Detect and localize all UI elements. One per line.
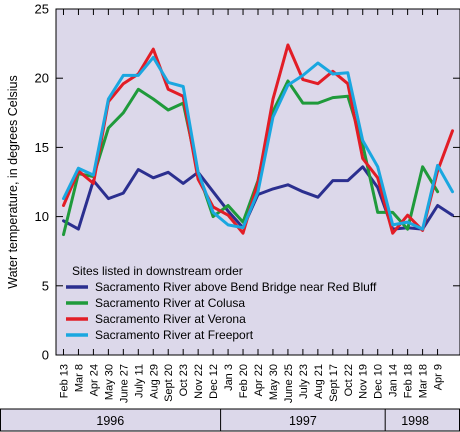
x-tick-label-9: Nov 22 <box>193 364 205 399</box>
x-tick-label-0: Feb 13 <box>58 364 70 398</box>
x-tick-label-1: Mar 8 <box>73 364 85 392</box>
y-axis-label: Water temperature, in degrees Celsius <box>6 75 20 289</box>
legend-title: Sites listed in downstream order <box>72 264 243 278</box>
year-bar: 1996 1997 1998 <box>0 408 460 432</box>
x-tick-label-14: May 30 <box>268 364 280 400</box>
x-tick-label-25: Apr 9 <box>433 364 445 390</box>
year-bar-background <box>0 408 460 432</box>
x-tick-label-24: Mar 18 <box>418 364 430 398</box>
x-tick-label-3: May 30 <box>103 364 115 400</box>
y-tick-label-0: 0 <box>42 348 49 363</box>
y-tick-label-5: 25 <box>35 2 49 17</box>
x-tick-label-15: June 25 <box>283 364 295 403</box>
x-tick-label-7: Sept 20 <box>163 364 175 402</box>
series-line-3 <box>62 55 454 231</box>
legend-entry-0: Sacramento River above Bend Bridge near … <box>95 280 377 294</box>
series-line-1 <box>62 79 440 237</box>
x-tick-label-8: Oct 23 <box>178 364 190 396</box>
x-tick-label-13: Apr 22 <box>253 364 265 396</box>
year-label-0: 1996 <box>96 414 124 428</box>
x-tick-label-2: Apr 24 <box>88 364 100 396</box>
legend-entry-1: Sacramento River at Colusa <box>95 296 245 310</box>
x-tick-label-18: Sept 17 <box>328 364 340 402</box>
y-tick-label-2: 10 <box>35 209 49 224</box>
x-tick-label-23: Feb 18 <box>403 364 415 398</box>
series-line-2 <box>62 43 454 235</box>
x-tick-label-10: Dec 12 <box>208 364 220 399</box>
x-tick-label-11: Jan 3 <box>223 364 235 391</box>
legend-entry-2: Sacramento River at Verona <box>95 312 246 326</box>
x-tick-label-21: Dec 10 <box>373 364 385 399</box>
x-tick-label-12: Feb 20 <box>238 364 250 398</box>
year-label-1: 1997 <box>289 414 317 428</box>
y-tick-label-4: 20 <box>35 71 49 86</box>
x-tick-label-6: Aug 29 <box>148 364 160 399</box>
year-label-2: 1998 <box>401 414 429 428</box>
x-tick-label-17: Aug 21 <box>313 364 325 399</box>
x-tick-label-4: June 27 <box>118 364 130 403</box>
x-tick-label-5: July 11 <box>133 364 145 398</box>
y-tick-label-3: 15 <box>35 140 49 155</box>
legend: Sites listed in downstream order Sacrame… <box>66 264 377 342</box>
x-tick-label-16: July 23 <box>298 364 310 399</box>
x-tick-label-22: Jan 14 <box>388 364 400 397</box>
x-tick-label-19: Oct 22 <box>343 364 355 396</box>
series-lines <box>62 43 454 237</box>
legend-entry-3: Sacramento River at Freeport <box>95 328 254 342</box>
y-tick-label-1: 5 <box>42 278 49 293</box>
x-tick-label-20: Nov 19 <box>358 364 370 399</box>
